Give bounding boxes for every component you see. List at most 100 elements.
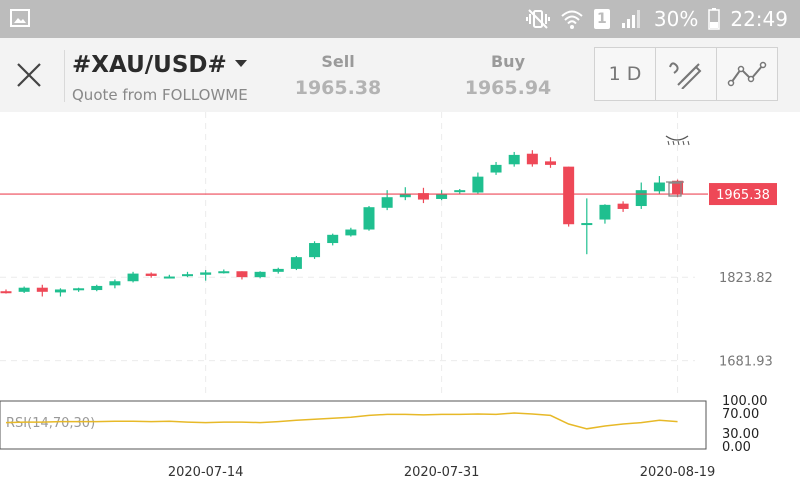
vibrate-mute-icon: [525, 9, 550, 29]
date-axis-labels: 2020-07-14 2020-07-31 2020-08-19: [168, 465, 715, 480]
candle: [200, 270, 212, 281]
pencil-icon: [669, 62, 702, 89]
price-tag-background: [709, 183, 777, 206]
trash-body: [668, 182, 682, 197]
candle-body: [18, 287, 30, 292]
eye-lash: [672, 140, 675, 146]
candles-layer: [0, 150, 684, 297]
candle-body: [472, 176, 484, 193]
clock: 22:49: [730, 7, 788, 31]
candle: [417, 187, 429, 204]
candle: [254, 271, 266, 279]
candle: [309, 241, 321, 259]
chart-canvas[interactable]: 1965.38 1823.82 1681.93 RSI(14,70,30) 100.…: [0, 112, 800, 480]
candle: [472, 172, 484, 195]
candle: [36, 284, 48, 297]
candle: [363, 206, 375, 231]
eye-lash: [682, 140, 685, 146]
buy-label: Buy: [490, 52, 525, 71]
candle-body: [653, 182, 665, 192]
timeframe-button[interactable]: 1 D: [595, 48, 656, 100]
candle: [436, 190, 448, 201]
candle: [490, 161, 502, 175]
candle-body: [345, 229, 357, 236]
candle: [563, 166, 575, 227]
price-tag-label: 1965.38: [716, 188, 770, 203]
battery-percent: 30%: [653, 7, 699, 31]
price-chart[interactable]: 1965.38 1823.82 1681.93 RSI(14,70,30) 100.…: [0, 112, 800, 480]
eye-lash: [667, 140, 670, 146]
candle: [545, 157, 556, 168]
candle: [599, 204, 611, 224]
rsi-frame: [0, 400, 707, 450]
symbol-name: #XAU/USD#: [72, 52, 227, 78]
candle-body: [399, 193, 411, 198]
eye-closed-icon: [665, 135, 690, 146]
chart-grid: [0, 112, 695, 398]
candle: [290, 255, 302, 271]
candle: [345, 227, 357, 237]
candle-body: [617, 203, 629, 209]
wifi-icon: [561, 10, 583, 29]
eye-lash: [677, 140, 680, 146]
current-price-tag: 1965.38: [709, 183, 777, 206]
candle-body: [200, 272, 212, 275]
header-divider: [64, 50, 65, 102]
candle-body: [436, 193, 448, 199]
candle: [182, 271, 193, 278]
candle: [508, 151, 520, 167]
candle: [653, 176, 665, 194]
candle: [73, 287, 85, 292]
candle-body: [73, 288, 85, 291]
candle-body: [508, 154, 520, 165]
candle: [218, 269, 230, 274]
date-tick-label: 2020-07-14: [168, 465, 244, 480]
candle: [617, 201, 629, 212]
candle-body: [254, 271, 266, 278]
candle-body: [381, 197, 393, 208]
candle-body: [363, 207, 375, 230]
rsi-tick-label: 0.00: [722, 440, 751, 455]
buy-value: 1965.94: [464, 77, 552, 99]
eye-lash: [687, 140, 690, 146]
candle: [109, 279, 121, 289]
sell-label: Sell: [321, 52, 355, 71]
candle-body: [526, 153, 538, 165]
candle-body: [109, 281, 121, 286]
candle: [381, 190, 393, 211]
candle-body: [182, 274, 193, 277]
close-icon[interactable]: [12, 58, 46, 92]
sell-price[interactable]: Sell 1965.38: [273, 52, 403, 99]
rsi-line: [5, 412, 678, 430]
candle-body: [127, 273, 139, 282]
eye-lid: [665, 135, 689, 141]
candle: [635, 182, 647, 209]
candle: [127, 271, 139, 283]
candle: [0, 289, 12, 294]
candle-body: [145, 273, 157, 276]
candle-body: [236, 271, 248, 278]
symbol-selector[interactable]: #XAU/USD#: [72, 52, 247, 78]
date-tick-label: 2020-07-31: [404, 465, 480, 480]
candle-body: [635, 190, 647, 207]
candle-body: [563, 166, 575, 225]
candle-body: [417, 193, 429, 200]
buy-price[interactable]: Buy 1965.94: [443, 52, 573, 99]
candle-body: [309, 243, 321, 258]
price-tick-label: 1823.82: [719, 271, 773, 286]
candle-body: [290, 257, 302, 269]
candle-body: [36, 287, 48, 292]
candle-body: [545, 161, 556, 165]
sim-slot-badge: 1: [593, 9, 610, 29]
date-tick-label: 2020-08-19: [640, 465, 716, 480]
chart-overlay-icons: [665, 135, 690, 197]
candle: [18, 286, 30, 293]
candle: [581, 198, 593, 255]
battery-icon: [708, 8, 721, 30]
candle: [272, 267, 284, 274]
candle-body: [272, 268, 284, 272]
indicator-button[interactable]: [717, 48, 777, 100]
chevron-down-icon: [234, 60, 247, 67]
draw-tool-button[interactable]: [656, 48, 717, 100]
